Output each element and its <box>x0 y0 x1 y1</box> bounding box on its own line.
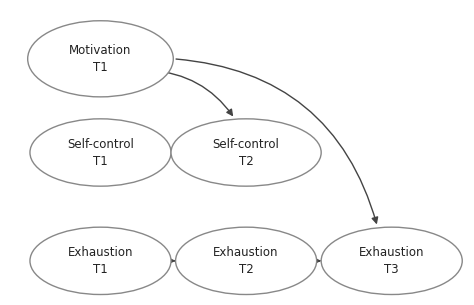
Ellipse shape <box>171 119 321 186</box>
Text: Exhaustion
T2: Exhaustion T2 <box>213 246 279 276</box>
Text: Exhaustion
T1: Exhaustion T1 <box>68 246 133 276</box>
Text: Motivation
T1: Motivation T1 <box>69 44 132 74</box>
Ellipse shape <box>27 21 173 97</box>
Text: Exhaustion
T3: Exhaustion T3 <box>359 246 424 276</box>
Ellipse shape <box>175 227 317 295</box>
Ellipse shape <box>321 227 462 295</box>
Text: Self-control
T2: Self-control T2 <box>213 138 280 167</box>
Ellipse shape <box>30 227 171 295</box>
Text: Self-control
T1: Self-control T1 <box>67 138 134 167</box>
Ellipse shape <box>30 119 171 186</box>
